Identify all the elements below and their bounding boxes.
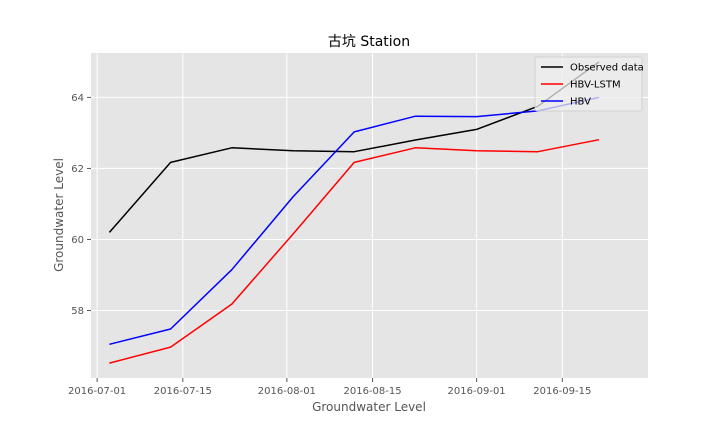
series-line-2 — [109, 138, 600, 364]
x-axis-label: Groundwater Level — [312, 400, 426, 414]
x-tick-label: 2016-09-15 — [533, 386, 591, 397]
y-tick-label: 64 — [71, 93, 84, 104]
y-tick-label: 58 — [71, 306, 84, 317]
x-tick-label: 2016-09-01 — [448, 386, 506, 397]
y-tick-label: 62 — [71, 164, 84, 175]
legend: Observed data HBV-LSTM HBV — [534, 56, 644, 112]
x-tick-label: 2016-07-15 — [154, 386, 212, 397]
x-tick-label: 2016-08-15 — [343, 386, 401, 397]
x-tick-label: 2016-07-01 — [68, 386, 126, 397]
series-line-3 — [109, 96, 600, 346]
x-axis-ticks: 2016-07-01 2016-07-15 2016-08-01 2016-08-15… — [68, 378, 591, 397]
legend-box — [534, 56, 643, 112]
x-tick-label: 2016-08-01 — [258, 386, 316, 397]
legend-label: HBV — [570, 97, 591, 108]
series-line-1 — [108, 61, 600, 233]
y-axis-ticks: 58 60 62 64 — [71, 93, 91, 317]
series-group — [108, 61, 600, 364]
legend-label: HBV-LSTM — [570, 80, 621, 91]
legend-label: Observed data — [570, 63, 644, 74]
y-tick-label: 60 — [71, 235, 84, 246]
y-axis-label: Groundwater Level — [52, 158, 66, 272]
chart-title: 古坑 Station — [328, 34, 410, 50]
